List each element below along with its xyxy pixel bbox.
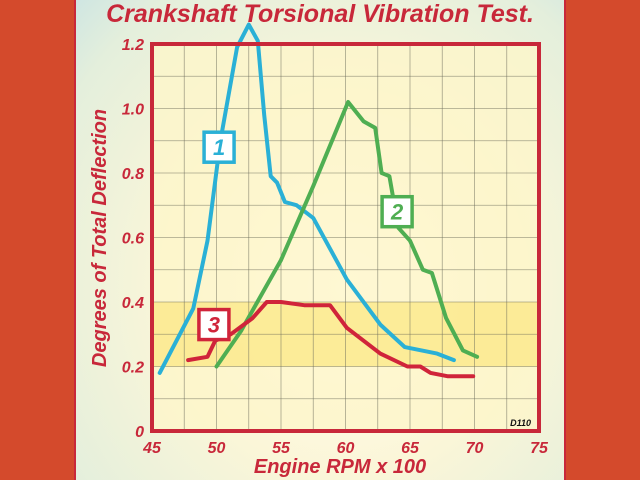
y-axis-label: Degrees of Total Deflection bbox=[89, 109, 111, 367]
x-tick-label: 50 bbox=[208, 440, 226, 457]
series-label-box bbox=[380, 194, 414, 229]
plot-area: 45 50 55 60 65 70 75 0 0.2 0.4 0.6 0.8 1.0 1.2 1 2 3 bbox=[122, 22, 549, 457]
y-tick-label: 1.2 bbox=[122, 37, 144, 54]
x-tick-label: 55 bbox=[272, 440, 291, 457]
x-tick-label: 60 bbox=[337, 440, 355, 457]
plot-border bbox=[150, 42, 541, 433]
chart-title: Crankshaft Torsional Vibration Test. bbox=[106, 0, 534, 28]
series-label: 2 bbox=[390, 200, 404, 225]
figure-code: D110 bbox=[510, 418, 531, 428]
x-tick-label: 70 bbox=[466, 440, 484, 457]
y-tick-label: 0.2 bbox=[122, 360, 144, 377]
series-line-2 bbox=[214, 100, 480, 369]
series-label-box bbox=[202, 130, 236, 164]
series-label: 3 bbox=[208, 313, 220, 338]
y-tick-label: 0.8 bbox=[122, 166, 144, 183]
series-label: 1 bbox=[213, 135, 225, 160]
y-tick-label: 0.6 bbox=[122, 231, 144, 248]
x-tick-label: 45 bbox=[142, 440, 162, 457]
x-tick-label: 75 bbox=[530, 440, 549, 457]
y-tick-label: 0.4 bbox=[122, 295, 144, 312]
x-tick-label: 65 bbox=[401, 440, 420, 457]
x-axis-label: Engine RPM x 100 bbox=[254, 456, 426, 478]
series-label-box bbox=[197, 307, 231, 342]
y-tick-label: 1.0 bbox=[122, 102, 144, 119]
y-tick-label: 0 bbox=[135, 424, 144, 441]
